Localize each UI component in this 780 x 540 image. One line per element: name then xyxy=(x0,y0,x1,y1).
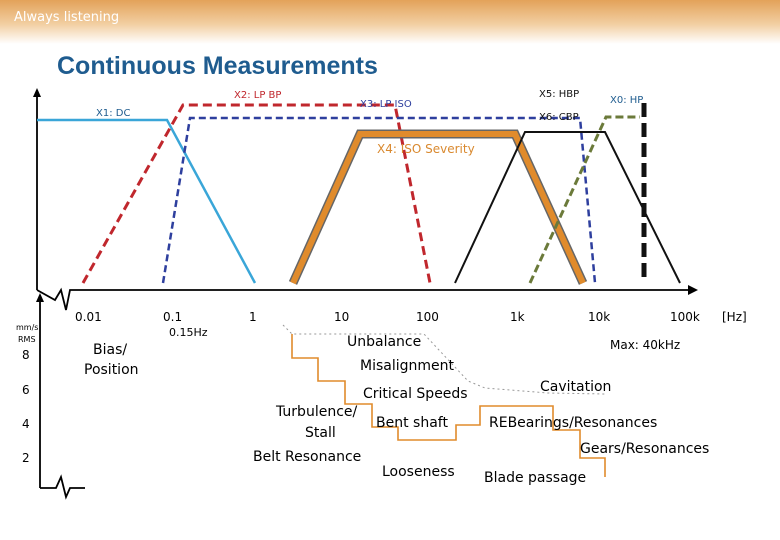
x2-label: X2: LP BP xyxy=(234,90,281,101)
lower-y-arrow xyxy=(36,293,44,302)
x5-label: X5: HBP xyxy=(539,89,579,100)
note-0-15hz: 0.15Hz xyxy=(169,326,208,339)
label-unbalance: Unbalance xyxy=(347,334,421,350)
label-cavitation: Cavitation xyxy=(540,379,611,395)
tick-100: 100 xyxy=(416,310,439,324)
label-bent-shaft: Bent shaft xyxy=(376,415,448,431)
tick-0-01: 0.01 xyxy=(75,310,102,324)
severity-unit-line2: RMS xyxy=(18,335,36,344)
label-blade-passage: Blade passage xyxy=(484,470,586,486)
x1-label: X1: DC xyxy=(96,108,130,119)
severity-tick-2: 2 xyxy=(22,451,30,465)
tick-1: 1 xyxy=(249,310,257,324)
severity-unit-line1: mm/s xyxy=(16,323,38,332)
x3-lp-iso-line xyxy=(161,116,597,284)
label-stall: Stall xyxy=(305,425,336,441)
freq-unit: [Hz] xyxy=(722,310,747,324)
severity-tick-8: 8 xyxy=(22,348,30,362)
label-belt-resonance: Belt Resonance xyxy=(253,449,361,465)
severity-tick-4: 4 xyxy=(22,417,30,431)
page-title: Continuous Measurements xyxy=(57,52,378,80)
x2-lp-bp-line xyxy=(81,103,432,284)
severity-step-line xyxy=(291,334,606,477)
x0-label: X0: HP xyxy=(610,95,643,106)
tick-10k: 10k xyxy=(588,310,610,324)
lower-x-axis xyxy=(40,474,85,500)
header-bar: Always listening xyxy=(0,0,780,44)
upper-y-arrow xyxy=(33,88,41,97)
tick-1k: 1k xyxy=(510,310,525,324)
label-max-40khz: Max: 40kHz xyxy=(610,338,680,352)
x4-iso-severity-line xyxy=(290,131,586,285)
x6-label: X6: CBP xyxy=(539,112,579,123)
label-bias: Bias/ xyxy=(93,342,127,358)
tick-100k: 100k xyxy=(670,310,700,324)
label-looseness: Looseness xyxy=(382,464,455,480)
tick-0-1: 0.1 xyxy=(163,310,182,324)
upper-x-arrow xyxy=(688,285,698,295)
tagline: Always listening xyxy=(14,10,120,25)
label-position: Position xyxy=(84,362,139,378)
label-gears: Gears/Resonances xyxy=(580,441,709,457)
severity-tick-6: 6 xyxy=(22,383,30,397)
tick-10: 10 xyxy=(334,310,349,324)
x3-label: X3: LP ISO xyxy=(360,99,412,110)
x1-dc-line xyxy=(37,118,257,284)
x5-hbp-line xyxy=(528,115,640,284)
label-misalignment: Misalignment xyxy=(360,358,455,374)
label-rebearings: REBearings/Resonances xyxy=(489,415,657,431)
x4-label: X4: ISO Severity xyxy=(377,142,475,156)
label-turbulence: Turbulence/ xyxy=(275,404,358,420)
upper-x-axis xyxy=(36,287,690,311)
label-critical-speeds: Critical Speeds xyxy=(363,386,468,402)
severity-dotted-curve xyxy=(282,324,606,395)
